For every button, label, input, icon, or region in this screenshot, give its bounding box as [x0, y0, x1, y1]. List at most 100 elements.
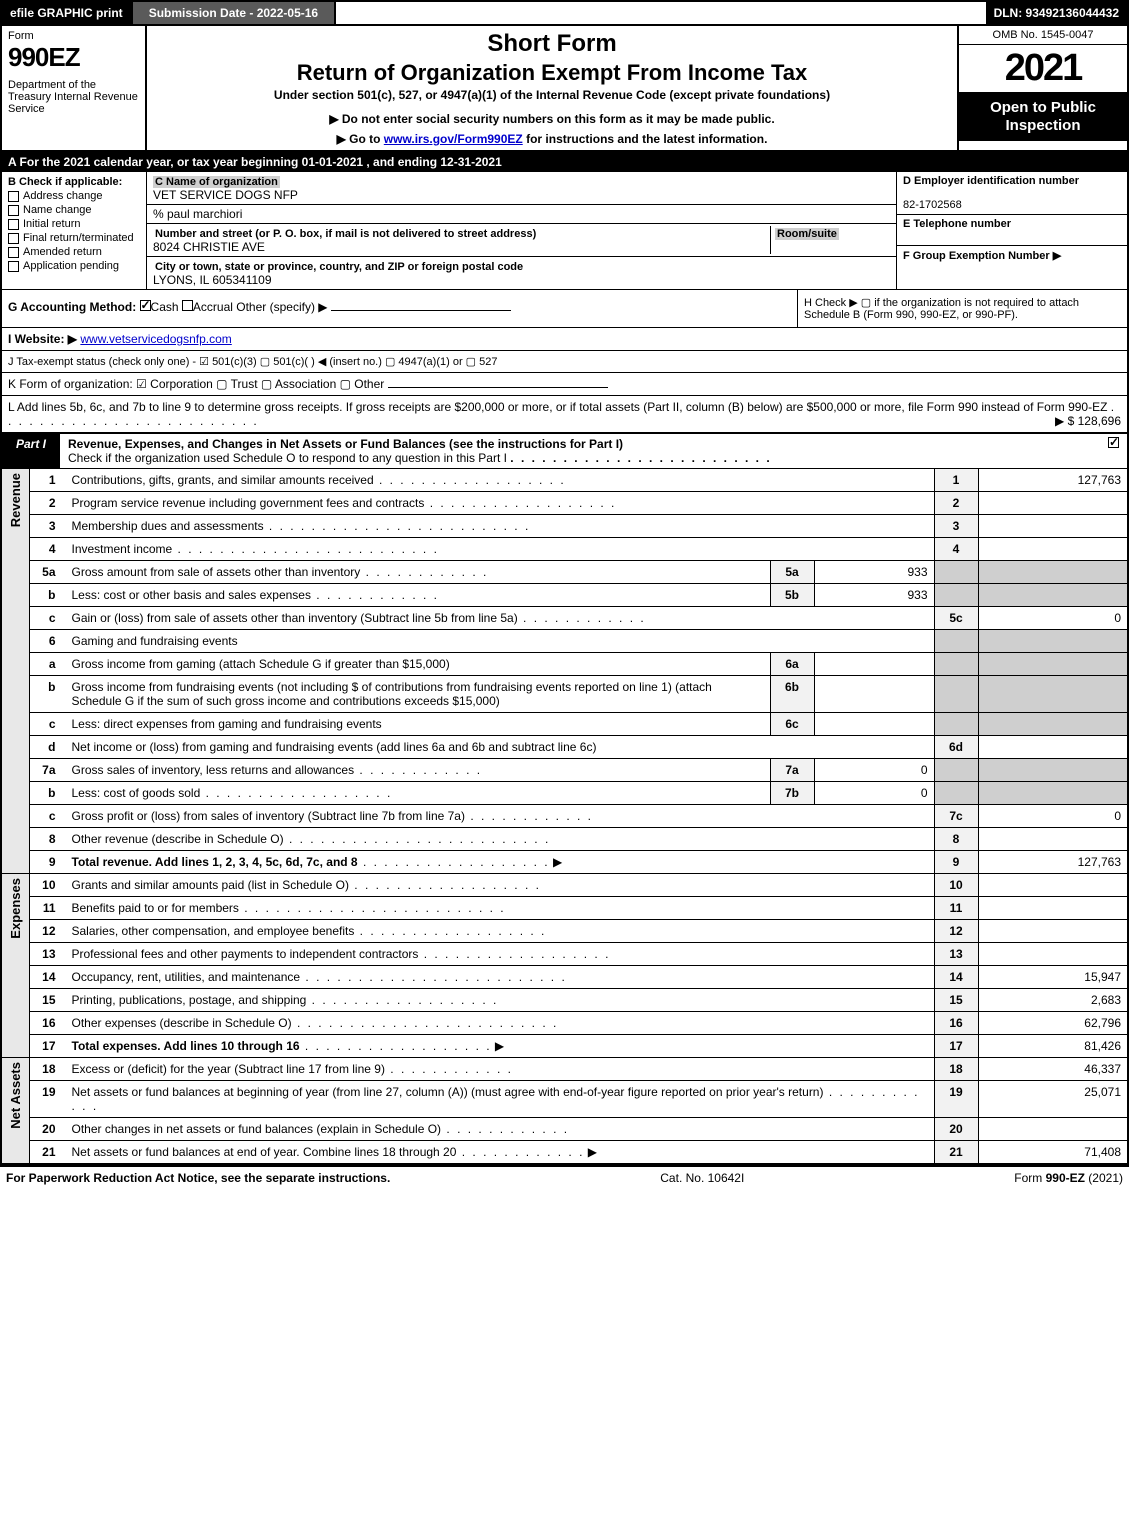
dots [360, 565, 488, 579]
inner-value: 933 [814, 561, 934, 584]
line-num: 8 [30, 828, 66, 851]
checkbox-schedule-o[interactable] [1108, 437, 1119, 448]
line-num: 11 [30, 897, 66, 920]
line-g-label: G Accounting Method: [8, 300, 136, 314]
dots [311, 588, 439, 602]
line-value: 15,947 [978, 966, 1128, 989]
cash-label: Cash [151, 300, 179, 314]
checkbox-initial-return[interactable] [8, 219, 19, 230]
arrow-icon [584, 1145, 597, 1159]
form-ref-num: 990-EZ [1046, 1171, 1085, 1185]
line-value [978, 492, 1128, 515]
inner-ref: 5b [770, 584, 814, 607]
line-desc: Other revenue (describe in Schedule O) [72, 832, 284, 846]
line-i: I Website: ▶ www.vetservicedogsnfp.com [0, 328, 1129, 351]
dots [418, 947, 610, 961]
checkbox-accrual[interactable] [182, 300, 193, 311]
website-link[interactable]: www.vetservicedogsnfp.com [80, 332, 231, 346]
grey-cell [934, 653, 978, 676]
dots [374, 473, 566, 487]
other-org-input[interactable] [388, 387, 608, 388]
line-ref: 6d [934, 736, 978, 759]
irs-link[interactable]: www.irs.gov/Form990EZ [384, 132, 523, 146]
dots [306, 993, 498, 1007]
line-desc: Net income or (loss) from gaming and fun… [72, 740, 597, 754]
line-ref: 5c [934, 607, 978, 630]
dots [354, 763, 482, 777]
line-desc: Gross profit or (loss) from sales of inv… [72, 809, 465, 823]
line-num: 3 [30, 515, 66, 538]
line-value [978, 943, 1128, 966]
line-value [978, 1118, 1128, 1141]
street-label: Number and street (or P. O. box, if mail… [153, 228, 538, 240]
line-desc: Total revenue. Add lines 1, 2, 3, 4, 5c,… [72, 855, 358, 869]
form-header: Form 990EZ Department of the Treasury In… [0, 26, 1129, 152]
dots [200, 786, 392, 800]
checkbox-final-return[interactable] [8, 233, 19, 244]
open-to-public: Open to Public Inspection [959, 93, 1127, 141]
line-desc: Less: direct expenses from gaming and fu… [72, 717, 382, 731]
dots [300, 970, 567, 984]
netassets-sidebar: Net Assets [8, 1062, 23, 1129]
chk-label: Name change [23, 204, 92, 216]
line-value [978, 736, 1128, 759]
form-ref: Form 990-EZ (2021) [1014, 1171, 1123, 1185]
grey-cell [978, 584, 1128, 607]
identity-block: B Check if applicable: Address change Na… [0, 172, 1129, 290]
line-num: 4 [30, 538, 66, 561]
line-desc: Benefits paid to or for members [72, 901, 239, 915]
line-ref: 13 [934, 943, 978, 966]
checkbox-address-change[interactable] [8, 191, 19, 202]
line-num: c [30, 713, 66, 736]
line-num: 10 [30, 874, 66, 897]
checkbox-application-pending[interactable] [8, 261, 19, 272]
line-value: 25,071 [978, 1081, 1128, 1118]
line-value: 127,763 [978, 851, 1128, 874]
line-num: a [30, 653, 66, 676]
note2-pre: ▶ Go to [337, 132, 384, 146]
inner-value [814, 676, 934, 713]
department-label: Department of the Treasury Internal Reve… [8, 79, 139, 115]
revenue-sidebar: Revenue [8, 473, 23, 527]
line-ref: 18 [934, 1058, 978, 1081]
grey-cell [934, 561, 978, 584]
line-num: c [30, 607, 66, 630]
part-1-checkbox-cell [1100, 434, 1127, 468]
other-specify-input[interactable] [331, 310, 511, 311]
checkbox-cash[interactable] [140, 300, 151, 311]
line-ref: 15 [934, 989, 978, 1012]
part-1-title-text: Revenue, Expenses, and Changes in Net As… [68, 437, 623, 451]
line-num: 17 [30, 1035, 66, 1058]
grey-cell [978, 713, 1128, 736]
checkbox-amended-return[interactable] [8, 247, 19, 258]
inner-ref: 6c [770, 713, 814, 736]
line-ref: 20 [934, 1118, 978, 1141]
grey-cell [934, 759, 978, 782]
line-desc: Gaming and fundraising events [72, 634, 238, 648]
line-value: 0 [978, 607, 1128, 630]
line-num: 2 [30, 492, 66, 515]
checkbox-name-change[interactable] [8, 205, 19, 216]
dots [300, 1039, 492, 1053]
line-desc: Gross income from gaming (attach Schedul… [72, 657, 450, 671]
line-desc: Gross income from fundraising events (no… [72, 680, 712, 708]
dots [456, 1145, 584, 1159]
other-specify: Other (specify) ▶ [236, 300, 327, 314]
line-value: 46,337 [978, 1058, 1128, 1081]
line-num: 21 [30, 1141, 66, 1165]
ein-value: 82-1702568 [903, 199, 962, 211]
line-h: H Check ▶ ▢ if the organization is not r… [797, 290, 1127, 327]
box-b: B Check if applicable: Address change Na… [2, 172, 147, 289]
line-num: b [30, 676, 66, 713]
line-value: 71,408 [978, 1141, 1128, 1165]
care-of: % paul marchiori [153, 207, 242, 221]
line-desc: Investment income [72, 542, 173, 556]
line-desc: Other expenses (describe in Schedule O) [72, 1016, 292, 1030]
line-ref: 7c [934, 805, 978, 828]
header-center: Short Form Return of Organization Exempt… [147, 26, 957, 150]
line-desc: Gain or (loss) from sale of assets other… [72, 611, 518, 625]
dots [172, 542, 439, 556]
inner-value [814, 653, 934, 676]
line-l-amount: ▶ $ 128,696 [1055, 414, 1121, 428]
chk-label: Amended return [23, 246, 102, 258]
